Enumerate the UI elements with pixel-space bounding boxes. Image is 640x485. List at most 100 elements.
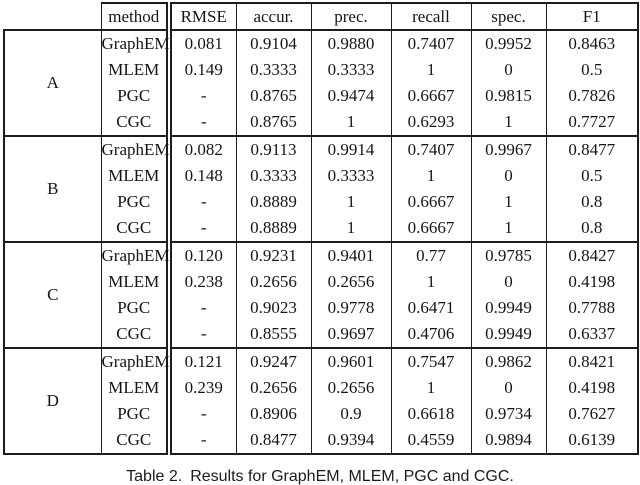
cell-f1: 0.7788 <box>545 295 639 321</box>
cell-spec: 0.9785 <box>470 241 547 269</box>
cell-accur: 0.9247 <box>235 347 312 375</box>
cell-f1: 0.7826 <box>545 83 639 109</box>
cell-spec: 0 <box>470 163 547 189</box>
cell-accur: 0.8765 <box>235 83 312 109</box>
table-row: PGC - 0.9023 0.9778 0.6471 0.9949 0.7788 <box>4 295 639 321</box>
cell-spec: 1 <box>470 215 547 242</box>
cell-recall: 0.6667 <box>390 83 472 109</box>
cell-f1: 0.4198 <box>545 375 639 401</box>
col-header-rmse: RMSE <box>166 2 237 31</box>
cell-prec: 0.9 <box>310 401 392 427</box>
cell-prec: 0.2656 <box>310 269 392 295</box>
cell-rmse: 0.239 <box>166 375 237 401</box>
cell-accur: 0.8555 <box>235 321 312 348</box>
cell-method: GraphEM <box>100 135 170 163</box>
cell-prec: 0.2656 <box>310 375 392 401</box>
cell-recall: 1 <box>390 375 472 401</box>
cell-f1: 0.8 <box>545 189 639 215</box>
cell-recall: 1 <box>390 269 472 295</box>
cell-recall: 0.4706 <box>390 321 472 348</box>
cell-spec: 0.9862 <box>470 347 547 375</box>
cell-accur: 0.8889 <box>235 189 312 215</box>
table-row: MLEM 0.238 0.2656 0.2656 1 0 0.4198 <box>4 269 639 295</box>
cell-method: MLEM <box>100 375 170 401</box>
cell-f1: 0.7627 <box>545 401 639 427</box>
group-a: A GraphEM 0.081 0.9104 0.9880 0.7407 0.9… <box>3 29 639 136</box>
cell-spec: 0.9894 <box>470 427 547 455</box>
cell-accur: 0.9023 <box>235 295 312 321</box>
cell-method: CGC <box>100 215 170 242</box>
results-table: method RMSE accur. prec. recall spec. F1… <box>3 2 639 455</box>
table-caption: Table 2. Results for GraphEM, MLEM, PGC a… <box>0 468 640 485</box>
cell-method: CGC <box>100 321 170 348</box>
cell-prec: 1 <box>310 109 392 136</box>
cell-spec: 0.9949 <box>470 321 547 348</box>
col-header-prec: prec. <box>310 2 392 31</box>
cell-spec: 0 <box>470 269 547 295</box>
cell-prec: 0.9394 <box>310 427 392 455</box>
cell-rmse: 0.148 <box>166 163 237 189</box>
cell-accur: 0.9113 <box>235 135 312 163</box>
caption-text: Results for GraphEM, MLEM, PGC and CGC. <box>190 468 514 485</box>
cell-accur: 0.9231 <box>235 241 312 269</box>
cell-spec: 0.9734 <box>470 401 547 427</box>
cell-accur: 0.3333 <box>235 57 312 83</box>
group-label-c: C <box>3 241 102 348</box>
cell-accur: 0.3333 <box>235 163 312 189</box>
cell-prec: 0.9778 <box>310 295 392 321</box>
cell-f1: 0.8477 <box>545 135 639 163</box>
corner-cell <box>4 3 101 30</box>
cell-prec: 1 <box>310 189 392 215</box>
cell-rmse: 0.149 <box>166 57 237 83</box>
cell-accur: 0.8889 <box>235 215 312 242</box>
group-label-a: A <box>3 29 102 136</box>
cell-spec: 0.9952 <box>470 29 547 57</box>
cell-spec: 0 <box>470 57 547 83</box>
table-row: PGC - 0.8906 0.9 0.6618 0.9734 0.7627 <box>4 401 639 427</box>
cell-spec: 0 <box>470 375 547 401</box>
table-row: CGC - 0.8477 0.9394 0.4559 0.9894 0.6139 <box>4 427 639 455</box>
cell-f1: 0.6139 <box>545 427 639 455</box>
col-header-f1: F1 <box>545 2 639 31</box>
col-header-spec: spec. <box>470 2 547 31</box>
table-row: MLEM 0.239 0.2656 0.2656 1 0 0.4198 <box>4 375 639 401</box>
col-header-recall: recall <box>390 2 472 31</box>
table-row: PGC - 0.8765 0.9474 0.6667 0.9815 0.7826 <box>4 83 639 109</box>
cell-rmse: - <box>166 215 237 242</box>
cell-prec: 0.9880 <box>310 29 392 57</box>
cell-method: GraphEM <box>100 241 170 269</box>
group-label-b: B <box>3 135 102 242</box>
cell-method: PGC <box>100 83 170 109</box>
cell-method: CGC <box>100 109 170 136</box>
table-row: PGC - 0.8889 1 0.6667 1 0.8 <box>4 189 639 215</box>
cell-f1: 0.5 <box>545 163 639 189</box>
cell-prec: 0.9601 <box>310 347 392 375</box>
cell-rmse: - <box>166 295 237 321</box>
cell-rmse: - <box>166 401 237 427</box>
cell-rmse: - <box>166 109 237 136</box>
cell-prec: 0.9474 <box>310 83 392 109</box>
cell-method: MLEM <box>100 269 170 295</box>
table-row: B GraphEM 0.082 0.9113 0.9914 0.7407 0.9… <box>3 135 639 242</box>
col-header-method: method <box>100 2 170 31</box>
cell-recall: 0.6667 <box>390 215 472 242</box>
table-row: MLEM 0.149 0.3333 0.3333 1 0 0.5 <box>4 57 639 83</box>
cell-recall: 0.6293 <box>390 109 472 136</box>
cell-method: PGC <box>100 401 170 427</box>
cell-prec: 0.9401 <box>310 241 392 269</box>
cell-recall: 0.6471 <box>390 295 472 321</box>
cell-recall: 0.6618 <box>390 401 472 427</box>
cell-accur: 0.9104 <box>235 29 312 57</box>
cell-f1: 0.8427 <box>545 241 639 269</box>
cell-accur: 0.8765 <box>235 109 312 136</box>
cell-prec: 0.9697 <box>310 321 392 348</box>
table-header: method RMSE accur. prec. recall spec. F1 <box>4 2 639 31</box>
cell-f1: 0.8 <box>545 215 639 242</box>
cell-recall: 0.6667 <box>390 189 472 215</box>
cell-rmse: 0.082 <box>166 135 237 163</box>
table-row: MLEM 0.148 0.3333 0.3333 1 0 0.5 <box>4 163 639 189</box>
cell-method: PGC <box>100 295 170 321</box>
cell-accur: 0.8477 <box>235 427 312 455</box>
table-row: CGC - 0.8889 1 0.6667 1 0.8 <box>4 215 639 242</box>
